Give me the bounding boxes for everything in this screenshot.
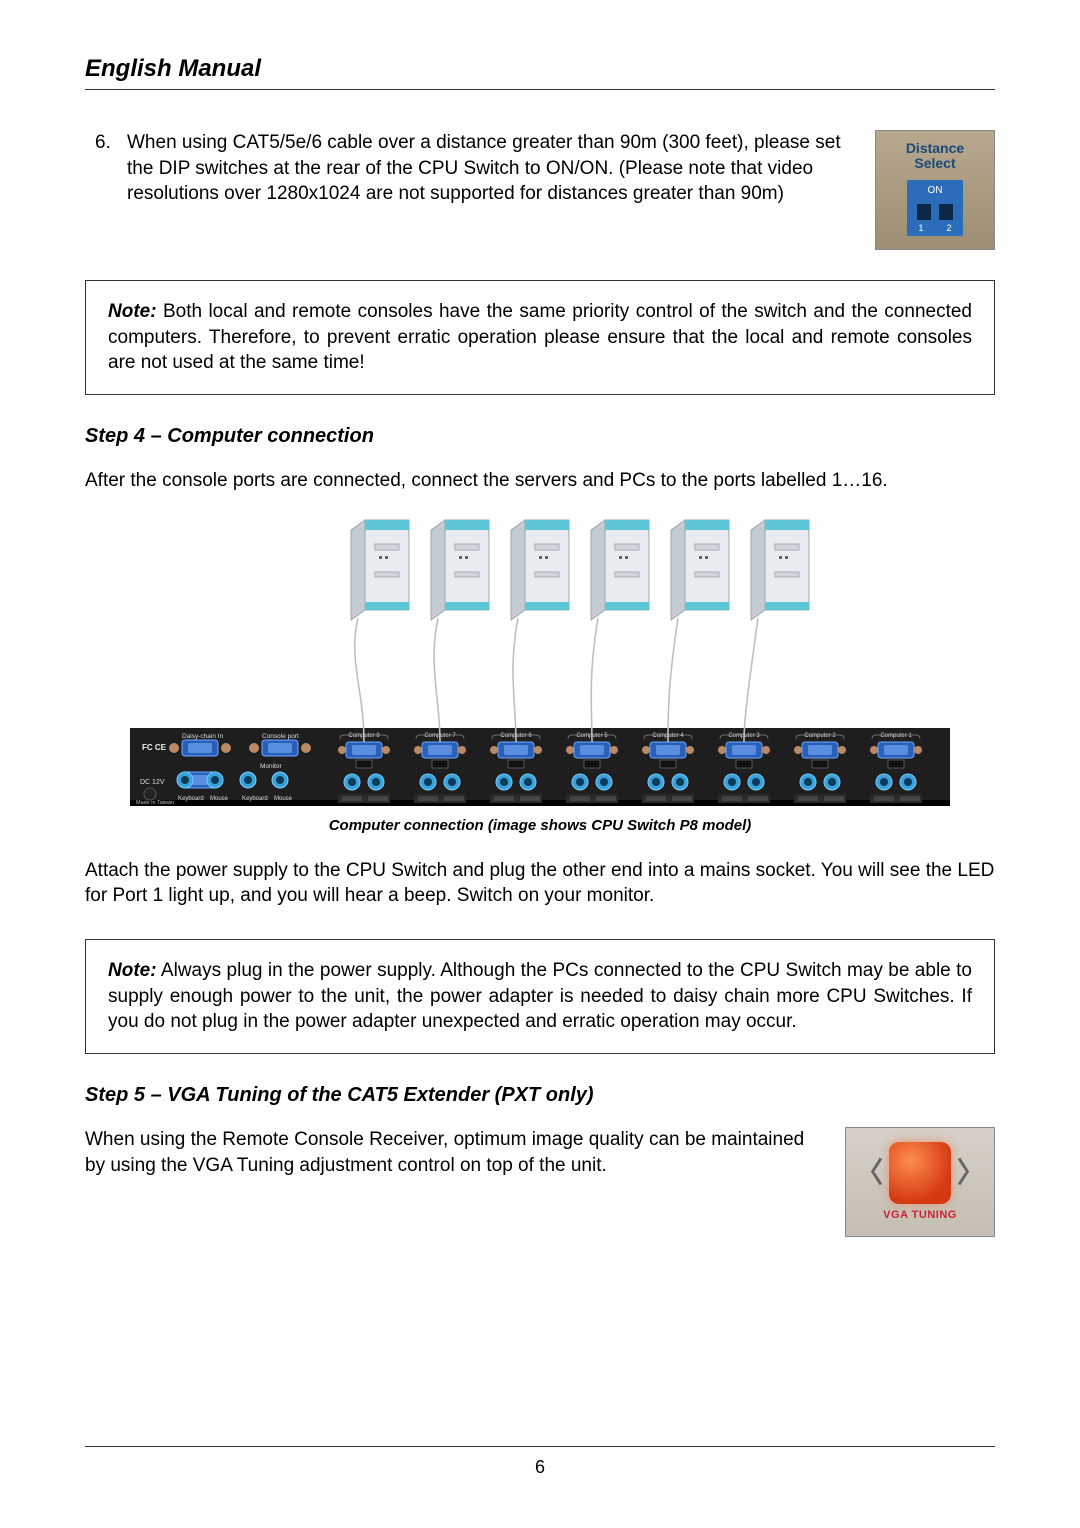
note-text-2: Always plug in the power supply. Althoug… — [108, 960, 972, 1032]
step4-intro: After the console ports are connected, c… — [85, 468, 995, 494]
svg-text:Monitor: Monitor — [260, 763, 283, 770]
note-box-1: Note: Both local and remote consoles hav… — [85, 280, 995, 395]
page-number: 6 — [535, 1457, 545, 1477]
vga-arrow-left: 〈 — [855, 1154, 883, 1192]
dip-n2: 2 — [946, 222, 951, 234]
list-text: When using CAT5/5e/6 cable over a distan… — [127, 130, 863, 250]
dip-chip: ON 1 2 — [907, 180, 963, 236]
dip-label-2: Select — [914, 156, 955, 171]
vga-arrow-right: 〉 — [957, 1154, 985, 1192]
note-text: Both local and remote consoles have the … — [108, 301, 972, 373]
note-box-2: Note: Always plug in the power supply. A… — [85, 939, 995, 1054]
dip-on-label: ON — [907, 184, 963, 198]
vga-knob — [889, 1142, 951, 1204]
connection-diagram: Daisy-chain In Console port FC CE DC 12V Mon… — [130, 510, 950, 810]
dip-switch-2 — [939, 204, 953, 220]
note-label: Note: — [108, 301, 157, 322]
svg-text:Computer 1: Computer 1 — [880, 733, 912, 739]
svg-text:Console port: Console port — [262, 733, 299, 740]
page-content: 6. When using CAT5/5e/6 cable over a dis… — [85, 130, 995, 1237]
svg-text:DC 12V: DC 12V — [140, 779, 165, 786]
dip-n1: 1 — [918, 222, 923, 234]
step5-heading: Step 5 – VGA Tuning of the CAT5 Extender… — [85, 1082, 995, 1109]
page-footer: 6 — [85, 1446, 995, 1478]
svg-text:Keyboard: Keyboard — [242, 796, 268, 802]
note-label-2: Note: — [108, 960, 157, 981]
svg-text:FC CE: FC CE — [142, 743, 167, 752]
vga-arrows: 〈 〉 — [855, 1142, 985, 1204]
step5-text: When using the Remote Console Receiver, … — [85, 1127, 827, 1178]
step4-after: Attach the power supply to the CPU Switc… — [85, 858, 995, 909]
dip-switch-1 — [917, 204, 931, 220]
svg-text:Made in Taiwan: Made in Taiwan — [136, 800, 174, 806]
connection-svg: Daisy-chain In Console port FC CE DC 12V Mon… — [130, 510, 950, 810]
dip-switch-figure: Distance Select ON 1 2 — [875, 130, 995, 250]
diagram-caption: Computer connection (image shows CPU Swi… — [85, 816, 995, 836]
svg-text:Daisy-chain In: Daisy-chain In — [182, 733, 224, 740]
vga-tuning-figure: 〈 〉 VGA TUNING — [845, 1127, 995, 1237]
svg-text:Computer 2: Computer 2 — [804, 733, 836, 739]
page-header: English Manual — [85, 55, 995, 90]
dip-label-1: Distance — [906, 141, 964, 156]
svg-text:Keyboard: Keyboard — [178, 796, 204, 802]
list-number: 6. — [85, 130, 127, 250]
header-title: English Manual — [85, 55, 995, 83]
step4-heading: Step 4 – Computer connection — [85, 423, 995, 450]
svg-text:Mouse: Mouse — [274, 796, 293, 802]
dip-numbers: 1 2 — [907, 222, 963, 234]
svg-text:Mouse: Mouse — [210, 796, 229, 802]
step5-row: When using the Remote Console Receiver, … — [85, 1127, 995, 1237]
vga-label: VGA TUNING — [883, 1208, 957, 1223]
list-item-6: 6. When using CAT5/5e/6 cable over a dis… — [85, 130, 995, 250]
